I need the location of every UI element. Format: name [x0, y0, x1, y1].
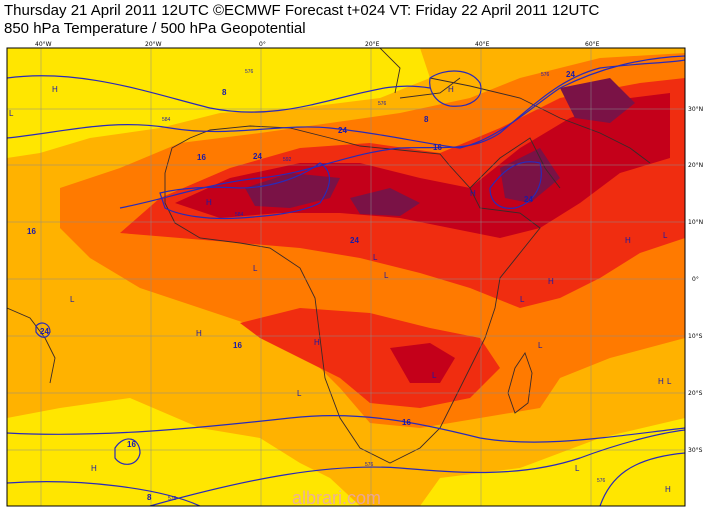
lat-tick-label: 30°N — [688, 106, 703, 113]
geopotential-label: 576 — [541, 72, 550, 78]
pressure-center-label: L — [432, 371, 437, 380]
pressure-center-label: H — [548, 277, 554, 286]
pressure-center-label: H — [91, 464, 97, 473]
lat-tick-label: 30°S — [688, 447, 703, 454]
pressure-center-label: H — [206, 198, 212, 207]
pressure-center-label: H — [658, 377, 664, 386]
isotherm-label: 24 — [350, 236, 359, 245]
arabia-coastline — [429, 77, 651, 189]
pressure-center-label: L — [384, 271, 389, 280]
isotherm-label: 16 — [127, 440, 136, 449]
contour-line-3 — [119, 59, 685, 209]
pressure-center-label: L — [663, 231, 668, 240]
pressure-center-label: L — [9, 109, 14, 118]
isotherm-label: 16 — [402, 418, 411, 427]
contour-line-12 — [599, 452, 685, 506]
isotherm-label: 24 — [566, 70, 575, 79]
isotherm-label: 24 — [524, 195, 533, 204]
pressure-center-label: L — [667, 377, 672, 386]
contour-line-10 — [149, 429, 685, 506]
lon-tick-label: 40°W — [35, 41, 52, 48]
contour-line-7 — [114, 438, 141, 465]
contour-line-6 — [489, 161, 542, 209]
grid-lines — [7, 48, 685, 506]
isotherm-label: 8 — [424, 115, 429, 124]
temp-band-above-32-arabia — [560, 78, 635, 123]
lon-tick-label: 60°E — [585, 41, 600, 48]
geopotential-labels: 576 576 584 592 576 584 576 576 576 — [162, 69, 606, 502]
contour-line-5 — [429, 70, 482, 107]
lat-tick-label: 20°S — [688, 390, 703, 397]
lat-tick-label: 20°N — [688, 162, 703, 169]
lon-tick-label: 0° — [259, 41, 266, 48]
pressure-center-label: L — [520, 295, 525, 304]
map-frame — [6, 47, 686, 507]
geopotential-label: 592 — [283, 157, 292, 163]
south-america-coastline — [7, 307, 56, 384]
pressure-center-label: L — [373, 253, 378, 262]
geopotential-label: 576 — [245, 69, 254, 75]
isotherm-label: 8 — [147, 493, 152, 502]
contour-line-4 — [159, 162, 330, 220]
africa-coastline — [164, 125, 541, 464]
lat-tick-label: 10°S — [688, 333, 703, 340]
geopotential-label: 584 — [162, 117, 171, 123]
contour-line-11 — [7, 481, 201, 506]
pressure-center-label: H — [665, 485, 671, 494]
geopotential-label: 584 — [235, 212, 244, 218]
geopotential-label: 576 — [365, 462, 374, 468]
isotherm-label: 16 — [27, 227, 36, 236]
isotherm-label: 24 — [40, 327, 49, 336]
lon-tick-label: 20°W — [145, 41, 162, 48]
isotherm-label: 16 — [433, 143, 442, 152]
lon-tick-label: 40°E — [475, 41, 490, 48]
isotherm-label: 24 — [338, 126, 347, 135]
geopotential-label: 576 — [168, 496, 177, 502]
contour-lines — [7, 55, 685, 506]
longitude-axis: 40°W 20°W 0° 20°E 40°E 60°E — [35, 41, 600, 48]
isotherm-label: 16 — [197, 153, 206, 162]
contour-line-1 — [7, 75, 431, 113]
pressure-center-label: L — [253, 264, 258, 273]
contour-line-8 — [35, 322, 51, 338]
mediterranean-coastline — [379, 48, 461, 99]
pressure-centers: H H L L H H L L H L H L H L H L L H L L … — [9, 85, 672, 494]
pressure-center-label: H — [448, 85, 454, 94]
map-subtitle: 850 hPa Temperature / 500 hPa Geopotenti… — [4, 20, 306, 37]
temp-band-above-32-central — [350, 188, 420, 216]
isotherm-label: 8 — [222, 88, 227, 97]
temp-band-below-8-north — [7, 48, 430, 158]
pressure-center-label: H — [52, 85, 58, 94]
pressure-center-label: L — [297, 389, 302, 398]
weather-map: 40°W 20°W 0° 20°E 40°E 60°E 30°N 20°N 10… — [6, 41, 703, 508]
temp-band-above-32-sahara — [245, 173, 340, 208]
latitude-axis: 30°N 20°N 10°N 0° 10°S 20°S 30°S — [688, 106, 703, 454]
pressure-center-label: H — [314, 338, 320, 347]
temp-band-28-32-south — [390, 343, 455, 383]
lon-tick-label: 20°E — [365, 41, 380, 48]
lat-tick-label: 0° — [692, 276, 699, 283]
geopotential-label: 576 — [597, 478, 606, 484]
pressure-center-label: L — [575, 464, 580, 473]
map-title: Thursday 21 April 2011 12UTC ©ECMWF Fore… — [4, 2, 600, 19]
temp-band-below-8-southeast — [420, 418, 685, 506]
pressure-center-label: L — [538, 341, 543, 350]
temp-band-above-32-east — [500, 148, 560, 203]
pressure-center-label: H — [625, 236, 631, 245]
temperature-field — [7, 48, 685, 506]
pressure-center-label: L — [70, 295, 75, 304]
isotherm-label: 16 — [233, 341, 242, 350]
temp-band-below-8-south — [7, 398, 360, 506]
contour-line-9 — [7, 414, 685, 443]
contour-line-2 — [7, 55, 685, 149]
geopotential-label: 576 — [378, 101, 387, 107]
watermark-text: albrari.com — [292, 488, 381, 508]
pressure-center-label: H — [196, 329, 202, 338]
pressure-center-label: H — [470, 189, 476, 198]
lat-tick-label: 10°N — [688, 219, 703, 226]
temperature-labels: 8 24 24 16 16 24 16 24 24 16 16 8 16 8 2… — [27, 70, 575, 502]
isotherm-label: 24 — [253, 152, 262, 161]
